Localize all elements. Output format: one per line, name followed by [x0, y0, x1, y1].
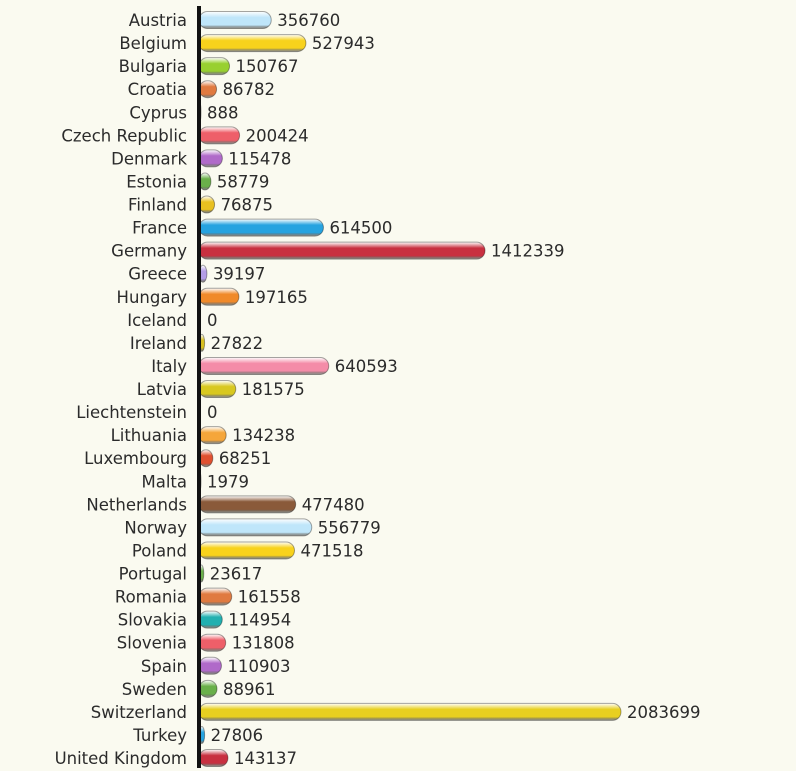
value-label-austria: 356760	[277, 11, 340, 30]
value-label-lithuania: 134238	[232, 426, 295, 445]
category-label-iceland: Iceland	[127, 311, 187, 330]
category-label-austria: Austria	[129, 11, 187, 30]
bar-slovenia	[198, 633, 227, 652]
bar-germany	[198, 241, 486, 260]
category-label-netherlands: Netherlands	[86, 495, 187, 514]
value-label-greece: 39197	[213, 265, 266, 284]
value-label-denmark: 115478	[228, 149, 291, 168]
bar-belgium	[198, 34, 307, 53]
category-label-france: France	[132, 219, 187, 238]
bar-spain	[198, 656, 222, 675]
category-label-estonia: Estonia	[126, 172, 187, 191]
category-label-switzerland: Switzerland	[91, 703, 187, 722]
value-label-italy: 640593	[335, 357, 398, 376]
bar-denmark	[198, 149, 223, 168]
category-label-croatia: Croatia	[128, 80, 187, 99]
bar-bulgaria	[198, 57, 231, 76]
bar-norway	[198, 518, 313, 537]
value-label-spain: 110903	[227, 657, 290, 676]
value-label-luxembourg: 68251	[219, 449, 272, 468]
bar-united-kingdom	[198, 749, 229, 767]
value-label-estonia: 58779	[217, 172, 269, 191]
bar-latvia	[198, 380, 237, 398]
value-label-ireland: 27822	[211, 334, 264, 353]
category-label-norway: Norway	[124, 518, 187, 537]
bar-switzerland	[198, 702, 622, 721]
category-label-germany: Germany	[111, 242, 187, 261]
category-label-slovakia: Slovakia	[118, 611, 187, 630]
bar-czech-republic	[198, 126, 241, 145]
category-label-united-kingdom: United Kingdom	[55, 749, 187, 768]
value-label-croatia: 86782	[223, 80, 276, 99]
category-label-belgium: Belgium	[119, 34, 187, 53]
value-label-czech-republic: 200424	[246, 126, 309, 145]
category-label-finland: Finland	[128, 196, 187, 215]
bar-slovakia	[198, 610, 223, 629]
value-label-switzerland: 2083699	[627, 703, 701, 722]
category-label-denmark: Denmark	[111, 149, 187, 168]
category-label-lithuania: Lithuania	[111, 426, 187, 445]
value-label-hungary: 197165	[245, 288, 308, 307]
category-label-slovenia: Slovenia	[117, 634, 187, 653]
value-label-united-kingdom: 143137	[234, 749, 297, 768]
value-label-belgium: 527943	[312, 34, 375, 53]
category-label-luxembourg: Luxembourg	[84, 449, 187, 468]
value-label-poland: 471518	[300, 541, 363, 560]
bar-romania	[198, 587, 233, 606]
category-label-poland: Poland	[132, 541, 187, 560]
category-label-czech-republic: Czech Republic	[61, 126, 187, 145]
value-label-portugal: 23617	[210, 565, 263, 584]
bar-lithuania	[198, 426, 227, 445]
bar-austria	[198, 11, 272, 29]
value-label-finland: 76875	[221, 196, 274, 215]
value-label-latvia: 181575	[242, 380, 305, 399]
bar-poland	[198, 541, 295, 560]
value-label-romania: 161558	[238, 588, 301, 607]
category-label-ireland: Ireland	[130, 334, 187, 353]
bar-croatia	[198, 80, 218, 99]
bar-finland	[198, 195, 216, 214]
value-label-liechtenstein: 0	[207, 403, 218, 422]
category-label-turkey: Turkey	[132, 726, 187, 745]
category-label-sweden: Sweden	[122, 680, 187, 699]
bar-italy	[198, 356, 330, 375]
value-label-iceland: 0	[207, 311, 218, 330]
bar-luxembourg	[198, 449, 214, 468]
bar-sweden	[198, 679, 218, 698]
value-label-sweden: 88961	[223, 680, 276, 699]
category-label-portugal: Portugal	[119, 565, 187, 584]
value-label-cyprus: 888	[207, 103, 239, 122]
category-label-hungary: Hungary	[117, 288, 188, 307]
category-label-spain: Spain	[141, 657, 187, 676]
labels-layer: Austria 356760 Belgium 527943 Bulgaria 150767…	[55, 11, 701, 768]
value-label-turkey: 27806	[211, 726, 264, 745]
value-label-bulgaria: 150767	[236, 57, 299, 76]
category-label-romania: Romania	[115, 588, 187, 607]
value-label-malta: 1979	[207, 472, 249, 491]
value-label-norway: 556779	[318, 518, 381, 537]
value-label-france: 614500	[329, 219, 392, 238]
category-label-greece: Greece	[128, 265, 187, 284]
category-label-cyprus: Cyprus	[129, 103, 187, 122]
value-label-slovakia: 114954	[228, 611, 291, 630]
value-label-slovenia: 131808	[232, 634, 295, 653]
category-label-italy: Italy	[151, 357, 187, 376]
category-label-liechtenstein: Liechtenstein	[76, 403, 187, 422]
value-label-netherlands: 477480	[302, 495, 365, 514]
bar-france	[198, 218, 324, 237]
category-label-malta: Malta	[141, 472, 187, 491]
category-label-bulgaria: Bulgaria	[119, 57, 187, 76]
bar-hungary	[198, 287, 240, 306]
category-label-latvia: Latvia	[137, 380, 187, 399]
bar-netherlands	[198, 495, 297, 514]
value-label-germany: 1412339	[491, 242, 565, 261]
